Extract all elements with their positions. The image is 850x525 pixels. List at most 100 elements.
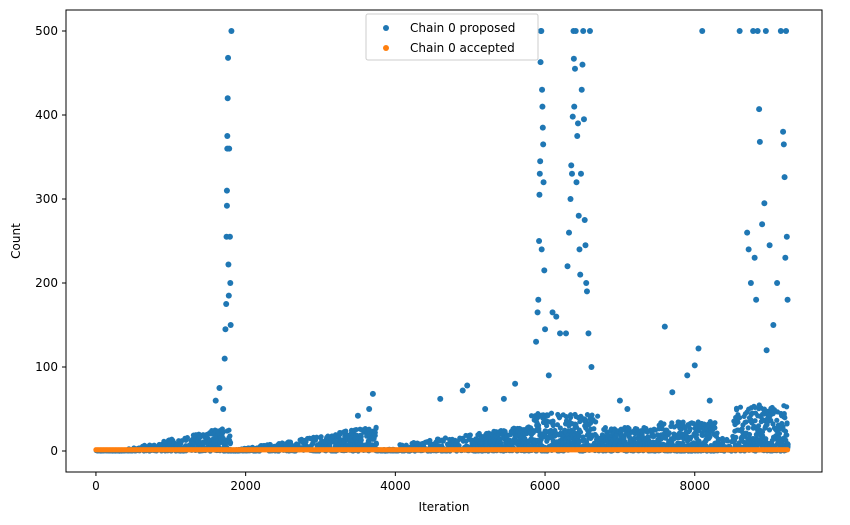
proposed-band-point (343, 428, 349, 434)
proposed-point (512, 380, 519, 387)
y-tick-label: 400 (35, 108, 58, 122)
proposed-band-point (576, 433, 582, 439)
y-tick-label: 300 (35, 192, 58, 206)
proposed-point (545, 372, 552, 379)
proposed-point (223, 202, 230, 209)
proposed-point (539, 124, 546, 131)
proposed-point (535, 296, 542, 303)
proposed-point (582, 242, 589, 249)
x-tick-label: 2000 (230, 479, 261, 493)
proposed-point (751, 254, 758, 261)
proposed-point (571, 103, 578, 110)
proposed-band-point (550, 422, 556, 429)
proposed-point (534, 309, 541, 316)
proposed-point (541, 267, 548, 274)
proposed-band-point (556, 415, 563, 421)
proposed-point (783, 28, 790, 34)
plot-frame (65, 9, 823, 473)
proposed-point (572, 28, 579, 34)
data-points-layer (212, 28, 791, 419)
proposed-point (564, 263, 571, 270)
proposed-point (744, 229, 751, 236)
proposed-band-point (784, 432, 790, 438)
proposed-point (538, 246, 545, 253)
proposed-point (553, 313, 560, 320)
proposed-band-point (358, 437, 364, 443)
proposed-band-point (567, 414, 574, 421)
proposed-point (661, 323, 668, 330)
proposed-band-point (774, 417, 780, 423)
proposed-band-point (745, 425, 751, 431)
proposed-point (578, 86, 585, 93)
proposed-band-point (720, 439, 726, 445)
proposed-point (226, 233, 233, 240)
proposed-point (567, 196, 574, 202)
x-axis-ticks: 0 2000 4000 6000 8000 (92, 472, 710, 493)
proposed-band-point (557, 425, 563, 431)
proposed-band-point (784, 420, 790, 426)
proposed-point (539, 103, 546, 110)
proposed-point (226, 145, 233, 152)
proposed-point (537, 59, 544, 66)
legend-marker-accepted (383, 45, 389, 51)
proposed-band-point (548, 410, 555, 416)
x-axis-label: Iteration (419, 500, 470, 514)
proposed-band-point (528, 413, 535, 419)
proposed-point (759, 221, 766, 228)
proposed-band-point (707, 434, 713, 440)
proposed-point (227, 322, 234, 328)
proposed-point (464, 382, 471, 389)
proposed-point (536, 191, 543, 198)
proposed-point (536, 170, 543, 177)
y-tick-label: 100 (35, 360, 58, 374)
x-tick-label: 0 (92, 479, 100, 493)
proposed-point (754, 28, 761, 34)
proposed-point (563, 330, 570, 337)
proposed-band-point (602, 424, 608, 431)
y-tick-label: 200 (35, 276, 58, 290)
proposed-point (580, 28, 587, 34)
proposed-point (616, 397, 623, 404)
proposed-point (536, 238, 543, 244)
proposed-point (542, 326, 549, 333)
y-axis-ticks: 0 100 200 300 400 500 (35, 24, 66, 458)
proposed-band-point (760, 433, 766, 439)
proposed-band-point (712, 425, 718, 431)
proposed-point (225, 292, 232, 299)
proposed-point (706, 397, 713, 404)
proposed-point (224, 95, 231, 102)
proposed-point (539, 86, 546, 93)
proposed-point (573, 179, 580, 186)
proposed-band-point (184, 434, 190, 441)
proposed-point (538, 28, 545, 34)
proposed-point (586, 28, 593, 34)
legend: Chain 0 proposed Chain 0 accepted (365, 13, 539, 61)
proposed-point (482, 406, 489, 412)
y-axis-label: Count (9, 223, 23, 259)
proposed-point (780, 141, 787, 148)
proposed-point (695, 345, 702, 352)
proposed-band-point (654, 432, 661, 438)
proposed-band-point (752, 418, 758, 424)
proposed-band-point (589, 412, 595, 418)
proposed-band-point (536, 428, 542, 434)
proposed-point (747, 280, 754, 286)
proposed-band-point (712, 420, 718, 426)
proposed-band-point (442, 435, 449, 441)
proposed-band-point (219, 428, 226, 435)
proposed-band-point (746, 431, 753, 438)
proposed-point (583, 288, 590, 295)
proposed-point (756, 138, 763, 145)
proposed-point (568, 170, 575, 177)
proposed-point (225, 261, 232, 268)
proposed-band-point (544, 423, 550, 429)
proposed-point (570, 55, 577, 62)
proposed-band-point (666, 430, 672, 436)
y-tick-label: 0 (50, 444, 58, 458)
proposed-point (783, 233, 790, 240)
proposed-band-point (766, 427, 773, 433)
proposed-point (223, 301, 230, 307)
proposed-point (222, 326, 229, 333)
proposed-point (780, 128, 787, 135)
proposed-point (583, 280, 590, 286)
